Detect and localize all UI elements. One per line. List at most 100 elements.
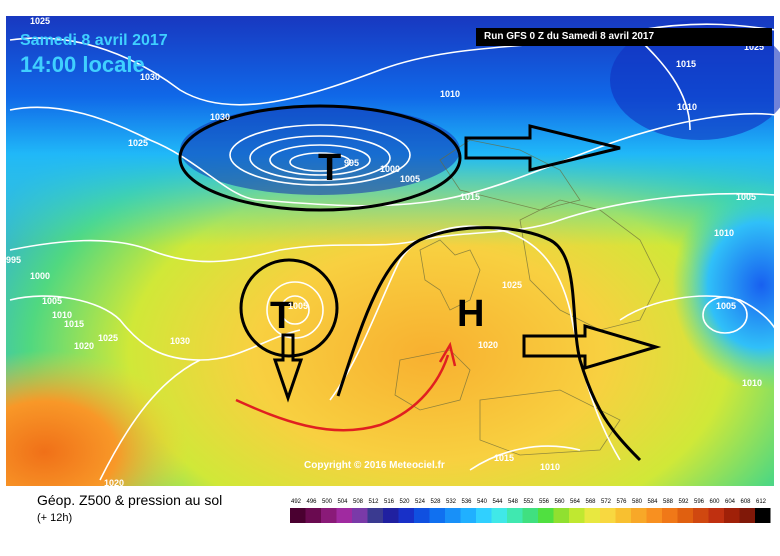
scale-swatch xyxy=(631,508,647,523)
arrow-east-north xyxy=(464,124,621,172)
scale-swatch xyxy=(646,508,662,523)
scale-tick-label: 496 xyxy=(307,499,318,505)
isobar-label: 1030 xyxy=(210,112,230,122)
warm-southwest xyxy=(6,260,326,486)
scale-tick-label: 544 xyxy=(493,499,504,505)
ridge-axis xyxy=(336,226,642,462)
isobar-label: 1005 xyxy=(400,174,420,184)
isobar-label: 1005 xyxy=(288,301,308,311)
forecast-time: 14:00 locale xyxy=(20,52,145,77)
scale-tick-label: 600 xyxy=(710,499,721,505)
scale-tick-label: 588 xyxy=(663,499,674,505)
isobar-label: 1025 xyxy=(98,333,118,343)
scale-swatch xyxy=(290,508,306,523)
isobar-label: 1010 xyxy=(440,89,460,99)
low-letter-west: T xyxy=(270,295,293,337)
scale-swatch xyxy=(383,508,399,523)
scale-swatch xyxy=(755,508,771,523)
product-title: Géop. Z500 & pression au sol xyxy=(37,492,223,508)
warm-advection-arrowhead xyxy=(438,341,457,367)
low-letter-north: T xyxy=(318,147,341,189)
scale-tick-label: 556 xyxy=(539,499,550,505)
deep-low-core xyxy=(180,105,460,195)
scale-swatch xyxy=(321,508,337,523)
isobar-label: 1010 xyxy=(714,228,734,238)
scale-tick-label: 492 xyxy=(291,499,302,505)
isobar-label: 1005 xyxy=(716,301,736,311)
scale-tick-label: 560 xyxy=(555,499,566,505)
scale-swatch xyxy=(507,508,523,523)
high-letter-center: H xyxy=(457,293,484,335)
scale-swatch xyxy=(662,508,678,523)
scale-swatch xyxy=(708,508,724,523)
scale-tick-label: 564 xyxy=(570,499,581,505)
scale-tick-label: 604 xyxy=(725,499,736,505)
scale-tick-label: 528 xyxy=(431,499,442,505)
scale-tick-label: 504 xyxy=(338,499,349,505)
isobar-label: 995 xyxy=(344,158,359,168)
isobar-label: 1015 xyxy=(64,319,84,329)
scale-swatch xyxy=(352,508,368,523)
scale-swatch xyxy=(414,508,430,523)
scale-tick-label: 596 xyxy=(694,499,705,505)
scale-swatch xyxy=(429,508,445,523)
scale-swatch xyxy=(538,508,554,523)
isobar-labels: 1025 1030 1025 1010 1025 1030 995 1000 1… xyxy=(6,16,764,488)
isobar-label: 1005 xyxy=(736,192,756,202)
isobar-label: 1010 xyxy=(540,462,560,472)
forecast-date: Samedi 8 avril 2017 xyxy=(20,32,168,49)
isobar-label: 1000 xyxy=(380,164,400,174)
scale-swatch xyxy=(569,508,585,523)
scale-swatch xyxy=(724,508,740,523)
isobars xyxy=(9,23,777,481)
low-outline-north xyxy=(178,104,462,212)
scale-tick-label: 584 xyxy=(648,499,659,505)
cold-east xyxy=(520,120,774,420)
scale-swatch xyxy=(553,508,569,523)
scale-tick-label: 536 xyxy=(462,499,473,505)
scale-swatch xyxy=(677,508,693,523)
scale-tick-label: 580 xyxy=(632,499,643,505)
scale-tick-label: 508 xyxy=(353,499,364,505)
scale-tick-label: 520 xyxy=(400,499,411,505)
scale-swatch xyxy=(491,508,507,523)
isobar-label: 995 xyxy=(6,255,21,265)
scale-tick-label: 576 xyxy=(617,499,628,505)
scale-swatch xyxy=(460,508,476,523)
scale-swatch xyxy=(522,508,538,523)
arrow-east-south xyxy=(522,323,662,371)
isobar-label: 1015 xyxy=(676,59,696,69)
scale-tick-label: 608 xyxy=(741,499,752,505)
arrow-south xyxy=(272,333,304,403)
isobar-label: 1010 xyxy=(742,378,762,388)
copyright-text: Copyright © 2016 Meteociel.fr xyxy=(304,460,445,471)
isobar-label: 1025 xyxy=(128,138,148,148)
isobar-label: 1020 xyxy=(74,341,94,351)
scale-swatch xyxy=(600,508,616,523)
lead-time: (+ 12h) xyxy=(37,512,73,524)
isobar-label: 1005 xyxy=(42,296,62,306)
scale-swatch xyxy=(476,508,492,523)
colour-scale: 492 496 500 504 508 512 516 520 524 528 532 536 540 5… xyxy=(290,499,771,523)
scale-swatch xyxy=(584,508,600,523)
scale-tick-label: 524 xyxy=(415,499,426,505)
scale-tick-label: 552 xyxy=(524,499,535,505)
scale-tick-label: 532 xyxy=(446,499,457,505)
isobar-label: 1010 xyxy=(677,102,697,112)
scale-tick-label: 512 xyxy=(369,499,380,505)
scale-tick-label: 568 xyxy=(586,499,597,505)
isobar-label: 1025 xyxy=(30,16,50,26)
scale-swatch xyxy=(336,508,352,523)
scale-swatch xyxy=(693,508,709,523)
low-outline-west xyxy=(239,258,339,358)
model-run-label: Run GFS 0 Z du Samedi 8 avril 2017 xyxy=(476,28,772,46)
scale-swatch xyxy=(398,508,414,523)
scale-swatch xyxy=(367,508,383,523)
scale-tick-label: 592 xyxy=(679,499,690,505)
isobar-label: 1015 xyxy=(494,453,514,463)
scale-swatch xyxy=(615,508,631,523)
isobar-label: 1025 xyxy=(744,42,764,52)
scale-swatch xyxy=(739,508,755,523)
isobar-label: 1010 xyxy=(52,310,72,320)
